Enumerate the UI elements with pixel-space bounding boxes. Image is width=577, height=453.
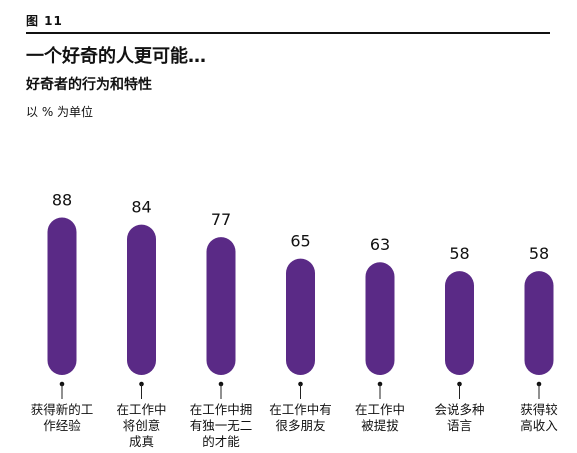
data-label: 88 (52, 190, 72, 209)
category-label: 会说多种 语言 (434, 402, 485, 433)
data-label: 77 (211, 210, 231, 229)
category-label: 获得较 高收入 (520, 402, 558, 433)
bar (127, 224, 156, 375)
data-label: 84 (131, 198, 151, 217)
bar (47, 217, 77, 375)
figure-label: 图 11 (26, 14, 63, 28)
bar (286, 258, 315, 375)
data-label: 58 (449, 244, 469, 263)
category-label: 在工作中有 很多朋友 (269, 402, 332, 433)
chart-subtitle: 好奇者的行为和特性 (26, 77, 152, 93)
data-label: 58 (529, 244, 549, 263)
bar (206, 237, 236, 375)
bar (445, 271, 474, 375)
data-label: 65 (290, 232, 310, 251)
category-label: 获得新的工 作经验 (30, 402, 94, 433)
category-label: 在工作中 被提拔 (354, 402, 405, 433)
bar (524, 271, 554, 375)
unit-note: 以 % 为单位 (26, 105, 94, 119)
chart-title: 一个好奇的人更可能… (26, 46, 206, 67)
category-label: 在工作中拥 有独一无二 的才能 (189, 402, 253, 449)
data-label: 63 (370, 235, 390, 254)
bar (365, 262, 395, 375)
top-rule (26, 32, 550, 34)
category-label: 在工作中 将创意 成真 (116, 402, 167, 449)
